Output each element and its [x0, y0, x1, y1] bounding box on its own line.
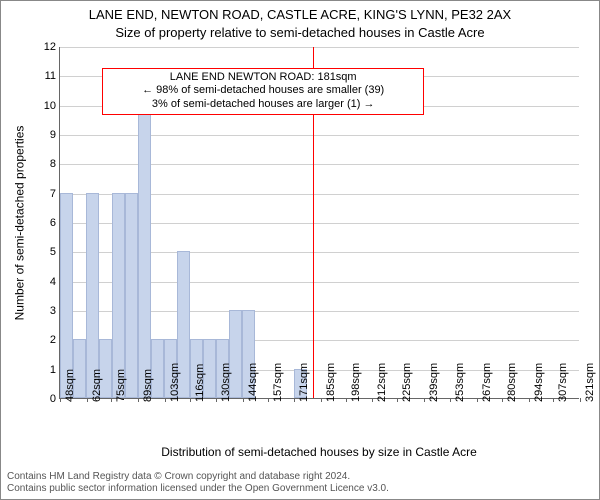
x-tick-mark	[321, 398, 322, 402]
y-tick-label: 11	[36, 70, 56, 82]
x-tick-mark	[216, 398, 217, 402]
x-tick-label: 116sqm	[194, 364, 206, 402]
y-tick-label: 3	[36, 305, 56, 317]
x-tick-mark	[450, 398, 451, 402]
x-tick-mark	[553, 398, 554, 402]
histogram-bar	[112, 193, 125, 398]
x-tick-label: 307sqm	[557, 363, 569, 402]
x-tick-label: 75sqm	[115, 369, 127, 402]
y-tick-label: 6	[36, 217, 56, 229]
x-tick-label: 89sqm	[142, 369, 154, 402]
y-tick-label: 12	[36, 41, 56, 53]
histogram-bar	[60, 193, 73, 398]
y-tick-label: 0	[36, 393, 56, 405]
y-tick-label: 9	[36, 129, 56, 141]
x-tick-label: 103sqm	[169, 363, 181, 402]
x-tick-mark	[268, 398, 269, 402]
x-tick-mark	[294, 398, 295, 402]
x-tick-label: 62sqm	[91, 369, 103, 402]
x-tick-label: 144sqm	[247, 363, 259, 402]
histogram-bar	[86, 193, 99, 398]
x-tick-label: 294sqm	[533, 363, 545, 402]
x-tick-mark	[424, 398, 425, 402]
x-tick-mark	[372, 398, 373, 402]
y-tick-label: 4	[36, 276, 56, 288]
x-tick-mark	[60, 398, 61, 402]
y-tick-label: 10	[36, 100, 56, 112]
y-axis-title: Number of semi-detached properties	[12, 126, 26, 321]
x-tick-mark	[397, 398, 398, 402]
x-tick-label: 185sqm	[325, 363, 337, 402]
x-tick-mark	[580, 398, 581, 402]
x-tick-label: 48sqm	[64, 369, 76, 402]
x-tick-mark	[502, 398, 503, 402]
footer-attribution: Contains HM Land Registry data © Crown c…	[7, 471, 389, 495]
x-tick-label: 267sqm	[481, 363, 493, 402]
x-tick-label: 253sqm	[454, 363, 466, 402]
y-axis-title-wrap: Number of semi-detached properties	[11, 47, 27, 399]
chart-container: LANE END, NEWTON ROAD, CASTLE ACRE, KING…	[0, 0, 600, 500]
footer-line2: Contains public sector information licen…	[7, 483, 389, 495]
x-tick-label: 280sqm	[506, 363, 518, 402]
x-tick-mark	[138, 398, 139, 402]
x-tick-label: 171sqm	[298, 363, 310, 402]
x-tick-mark	[529, 398, 530, 402]
annotation-box: LANE END NEWTON ROAD: 181sqm← 98% of sem…	[102, 68, 425, 115]
x-tick-mark	[165, 398, 166, 402]
x-tick-label: 239sqm	[428, 363, 440, 402]
x-tick-label: 225sqm	[401, 363, 413, 402]
x-tick-mark	[243, 398, 244, 402]
x-tick-label: 321sqm	[584, 363, 596, 402]
annotation-line1: LANE END NEWTON ROAD: 181sqm	[109, 71, 418, 85]
y-tick-label: 2	[36, 334, 56, 346]
x-tick-label: 198sqm	[350, 363, 362, 402]
x-tick-label: 130sqm	[220, 363, 232, 402]
x-tick-mark	[111, 398, 112, 402]
y-tick-label: 8	[36, 158, 56, 170]
x-tick-mark	[346, 398, 347, 402]
x-tick-mark	[87, 398, 88, 402]
x-axis-title: Distribution of semi-detached houses by …	[59, 445, 579, 459]
x-tick-label: 157sqm	[272, 363, 284, 402]
x-tick-mark	[477, 398, 478, 402]
annotation-line2: ← 98% of semi-detached houses are smalle…	[109, 84, 418, 98]
chart-title-line2: Size of property relative to semi-detach…	[1, 25, 599, 40]
histogram-bar	[125, 193, 138, 398]
gridline	[60, 47, 579, 48]
plot-area: 012345678910111248sqm62sqm75sqm89sqm103s…	[59, 47, 579, 399]
y-tick-label: 5	[36, 246, 56, 258]
x-tick-label: 212sqm	[376, 363, 388, 402]
y-tick-label: 1	[36, 364, 56, 376]
y-tick-label: 7	[36, 188, 56, 200]
histogram-bar	[138, 105, 151, 398]
chart-title-line1: LANE END, NEWTON ROAD, CASTLE ACRE, KING…	[1, 7, 599, 22]
x-tick-mark	[190, 398, 191, 402]
annotation-line3: 3% of semi-detached houses are larger (1…	[109, 98, 418, 112]
footer-line1: Contains HM Land Registry data © Crown c…	[7, 471, 389, 483]
